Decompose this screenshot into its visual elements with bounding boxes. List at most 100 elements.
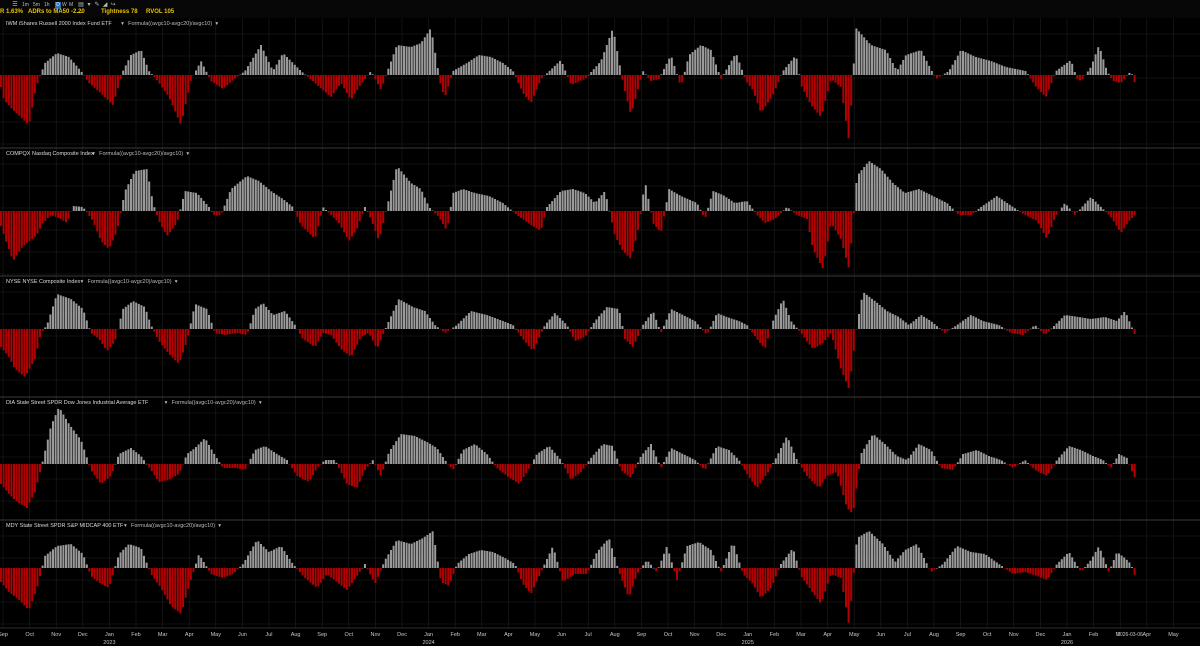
- bar: [382, 464, 385, 470]
- bar: [1001, 327, 1003, 329]
- bar: [288, 317, 291, 329]
- bar: [608, 539, 611, 568]
- bar: [314, 211, 317, 237]
- bar: [876, 437, 879, 464]
- chevron-down-icon[interactable]: ▾: [215, 21, 218, 27]
- bar: [1050, 75, 1053, 83]
- pencil-icon[interactable]: ✎: [94, 2, 100, 8]
- panel-formula[interactable]: Formula((avgc10-avgc20)/avgc10): [172, 400, 256, 406]
- chevron-down-icon[interactable]: ▾: [81, 279, 84, 285]
- bar: [137, 303, 140, 329]
- bar: [57, 53, 60, 75]
- bar: [356, 75, 359, 90]
- bar: [1092, 199, 1094, 211]
- bar: [325, 75, 327, 93]
- timeframe-d-button[interactable]: D: [55, 2, 61, 9]
- panel-formula[interactable]: Formula((avgc10-avgc20)/avgc10): [99, 151, 183, 157]
- bar: [777, 211, 780, 216]
- bar: [369, 568, 372, 575]
- bar: [761, 464, 764, 480]
- bar: [228, 75, 231, 83]
- bar: [925, 60, 928, 75]
- bar: [626, 211, 629, 256]
- bar: [923, 316, 925, 329]
- chevron-down-icon[interactable]: ▾: [218, 523, 221, 529]
- bar: [137, 51, 140, 75]
- bar: [213, 75, 216, 84]
- bar: [858, 31, 860, 75]
- bar: [101, 211, 104, 243]
- bar: [265, 306, 268, 329]
- bar: [184, 191, 187, 211]
- chevron-down-icon[interactable]: ▾: [165, 400, 168, 406]
- bar: [821, 568, 824, 600]
- bar: [1094, 318, 1097, 329]
- bar: [772, 75, 775, 95]
- bar: [1019, 211, 1022, 212]
- bar: [572, 189, 574, 211]
- dropdown-icon[interactable]: ▾: [87, 2, 91, 8]
- bar: [837, 464, 840, 477]
- bar: [803, 329, 806, 338]
- chevron-down-icon[interactable]: ▾: [175, 279, 178, 285]
- chevron-down-icon[interactable]: ▾: [186, 151, 189, 157]
- bar: [998, 459, 1001, 464]
- bar: [91, 464, 93, 472]
- layout-icon[interactable]: ▤: [78, 2, 84, 8]
- bar: [691, 52, 694, 75]
- brush-icon[interactable]: ◢: [102, 2, 108, 8]
- panel-formula[interactable]: Formula((avgc10-avgc20)/avgc10): [131, 523, 215, 529]
- bar: [855, 544, 858, 568]
- bar: [150, 464, 153, 472]
- bar: [314, 75, 317, 84]
- bar: [457, 323, 460, 329]
- bar: [743, 323, 746, 329]
- bar: [288, 204, 291, 211]
- bar: [871, 163, 873, 211]
- bar: [746, 75, 749, 83]
- bar: [530, 568, 533, 594]
- bar: [1034, 325, 1037, 329]
- bar: [933, 568, 936, 570]
- bar: [127, 449, 130, 464]
- panel-formula[interactable]: Formula((avgc10-avgc20)/avgc10): [88, 279, 172, 285]
- bar: [447, 211, 450, 224]
- bar: [819, 568, 821, 603]
- bar: [96, 464, 99, 479]
- bar: [829, 211, 832, 227]
- bar: [530, 464, 533, 465]
- bar: [309, 211, 312, 235]
- bar: [582, 464, 585, 469]
- timeframe-1h-button[interactable]: 1h: [44, 2, 50, 8]
- bar: [2, 329, 5, 351]
- bar: [1066, 205, 1068, 211]
- timeframe-w-button[interactable]: W: [62, 2, 67, 8]
- x-tick-label: Oct: [345, 632, 354, 638]
- bar: [795, 459, 798, 464]
- bar: [36, 464, 39, 483]
- bar: [1034, 211, 1037, 221]
- bar: [0, 75, 2, 87]
- chevron-down-icon[interactable]: ▾: [92, 151, 95, 157]
- bar: [343, 75, 346, 89]
- chevron-down-icon[interactable]: ▾: [124, 523, 127, 529]
- bar: [239, 181, 242, 211]
- bar: [67, 56, 70, 75]
- chevron-down-icon[interactable]: ▾: [259, 400, 262, 406]
- menu-icon[interactable]: ☰: [12, 2, 18, 8]
- bar: [1066, 554, 1068, 568]
- timeframe-5m-button[interactable]: 5m: [33, 2, 40, 8]
- bar: [759, 464, 762, 484]
- chevron-down-icon[interactable]: ▾: [121, 21, 124, 27]
- share-icon[interactable]: ↪: [110, 2, 116, 8]
- bar: [969, 451, 972, 464]
- bar: [46, 211, 49, 219]
- timeframe-1m-button[interactable]: 1m: [22, 2, 29, 8]
- bar: [915, 189, 918, 211]
- x-tick-label: Dec: [716, 632, 726, 638]
- bar: [585, 329, 587, 336]
- timeframe-m-button[interactable]: M: [69, 2, 74, 8]
- bar: [709, 49, 712, 75]
- x-tick-label: Sep: [956, 632, 966, 638]
- panel-formula[interactable]: Formula((avgc10-avgc20)/avgc10): [128, 21, 212, 27]
